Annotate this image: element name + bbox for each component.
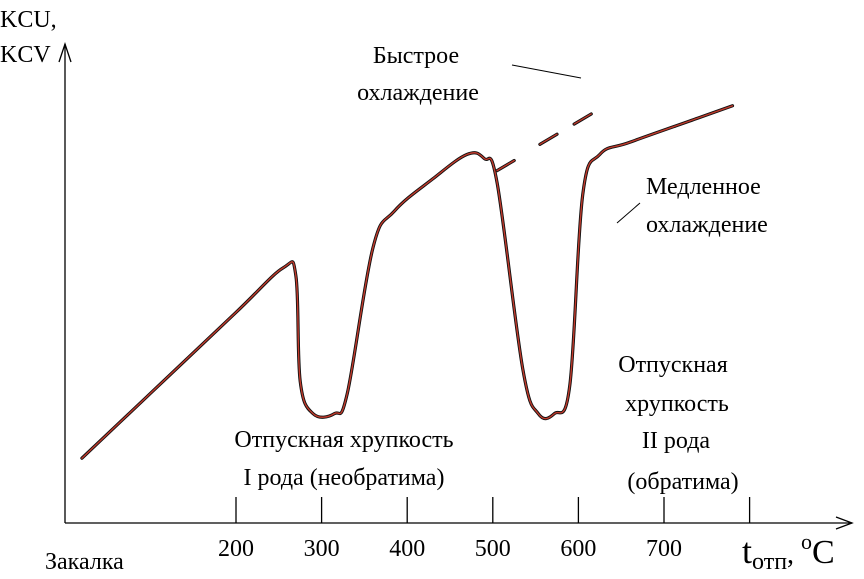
curves [80, 104, 735, 460]
x-tick-label: 500 [475, 536, 511, 562]
x-axis-label-unit-sup: o [801, 529, 812, 554]
brittleness2-label-line4: (обратима) [627, 469, 738, 495]
x-tick-label: 600 [560, 536, 596, 562]
x-origin-label: Закалка [45, 549, 124, 575]
x-tick-label: 700 [646, 536, 682, 562]
brittleness2-label-line1: Отпускная [618, 352, 728, 378]
x-axis-label-main: t [742, 531, 752, 571]
fast-cooling-leader [511, 64, 582, 79]
x-axis-label-sub: отп [752, 549, 787, 575]
x-tick-label: 400 [389, 536, 425, 562]
fast-cooling-label-line1: Быстрое [373, 43, 459, 69]
brittleness2-label-line2: хрупкость [625, 391, 729, 417]
slow-cooling-label-line1: Медленное [646, 174, 761, 200]
slow-cooling-leader [616, 202, 641, 224]
fast-cooling-label-line2: охлаждение [357, 80, 479, 106]
x-tick-label: 300 [304, 536, 340, 562]
fast-cooling-dash [573, 113, 592, 125]
fast-cooling-dash [539, 133, 558, 146]
x-ticks: 200 300 400 500 600 700 [218, 497, 751, 562]
x-axis-label: tотп, oC [742, 529, 835, 575]
x-axis-label-unit: C [812, 534, 835, 571]
x-axis-label-unit-prefix: , [787, 539, 801, 570]
toughness-curve [81, 105, 734, 459]
brittleness1-label-line2: I рода (необратима) [244, 465, 445, 491]
x-axis-arrow [835, 516, 854, 530]
brittleness2-label-line3: II рода [642, 428, 711, 454]
y-axis-label-line2: KCV [0, 42, 51, 68]
fast-cooling-dash [496, 159, 515, 172]
x-tick-label: 200 [218, 536, 254, 562]
y-axis-label-line1: KCU, [0, 7, 57, 33]
y-axis-arrow [58, 41, 72, 63]
slow-cooling-label-line2: охлаждение [646, 212, 768, 238]
brittleness1-label-line1: Отпускная хрупкость [234, 427, 453, 453]
